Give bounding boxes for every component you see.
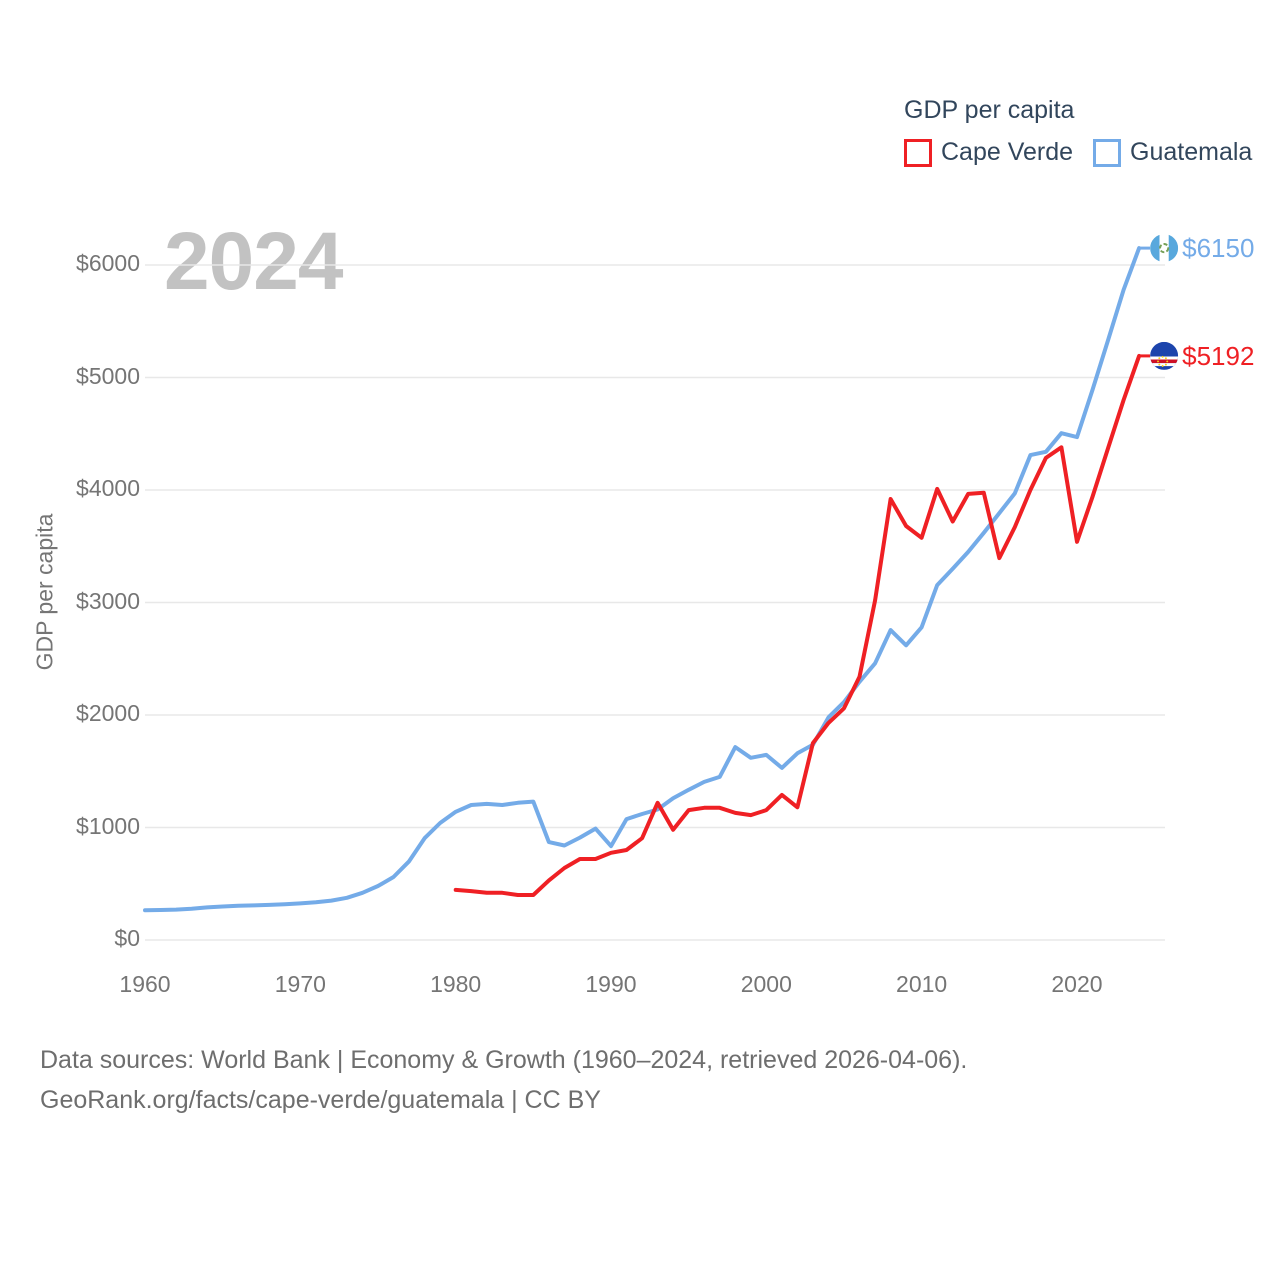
end-value-guatemala: $6150 (1182, 233, 1255, 264)
legend-title: GDP per capita (904, 96, 1075, 124)
gridlines (145, 264, 1165, 941)
x-axis-tick-label: 2010 (896, 971, 948, 997)
y-axis-tick-label: $1000 (76, 812, 140, 839)
end-value-cape-verde: $5192 (1182, 340, 1255, 371)
x-axis-tick-label: 1960 (119, 971, 171, 997)
legend: GDP per capita Cape Verde Guatemala (904, 96, 1252, 167)
x-axis-tick-label: 2000 (740, 971, 792, 997)
attribution-text[interactable]: GeoRank.org/facts/cape-verde/guatemala |… (40, 1086, 601, 1114)
legend-items: Cape Verde Guatemala (904, 138, 1252, 167)
y-axis-tick-label: $6000 (76, 250, 140, 276)
x-axis-tick-label: 1990 (585, 971, 637, 997)
y-axis-tick-label: $4000 (76, 475, 140, 501)
line-end-connectors (1139, 246, 1151, 358)
x-axis-tick-label: 1970 (274, 971, 326, 997)
legend-swatch-cape-verde[interactable] (904, 138, 932, 167)
legend-label-guatemala[interactable]: Guatemala (1130, 138, 1253, 166)
y-axis-tick-label: $5000 (76, 362, 140, 389)
y-axis-tick-label: $2000 (76, 700, 140, 726)
cape-verde-flag-icon (1150, 341, 1179, 370)
series-lines (143, 246, 1142, 913)
y-axis-tick-label: $0 (114, 925, 140, 951)
x-axis-tick-label: 1980 (430, 971, 482, 997)
y-axis-tick-label: $3000 (76, 587, 140, 614)
watermark-year: 2024 (164, 216, 343, 307)
footer: Data sources: World Bank | Economy & Gro… (40, 1040, 967, 1120)
series-line-guatemala[interactable] (143, 246, 1142, 913)
x-axis-tick-label: 2020 (1051, 971, 1103, 997)
data-sources-text: Data sources: World Bank | Economy & Gro… (40, 1046, 968, 1074)
guatemala-flag-icon (1150, 234, 1179, 263)
legend-label-cape-verde[interactable]: Cape Verde (941, 138, 1074, 166)
legend-swatch-guatemala[interactable] (1093, 138, 1122, 167)
series-line-cape-verde[interactable] (453, 353, 1142, 897)
